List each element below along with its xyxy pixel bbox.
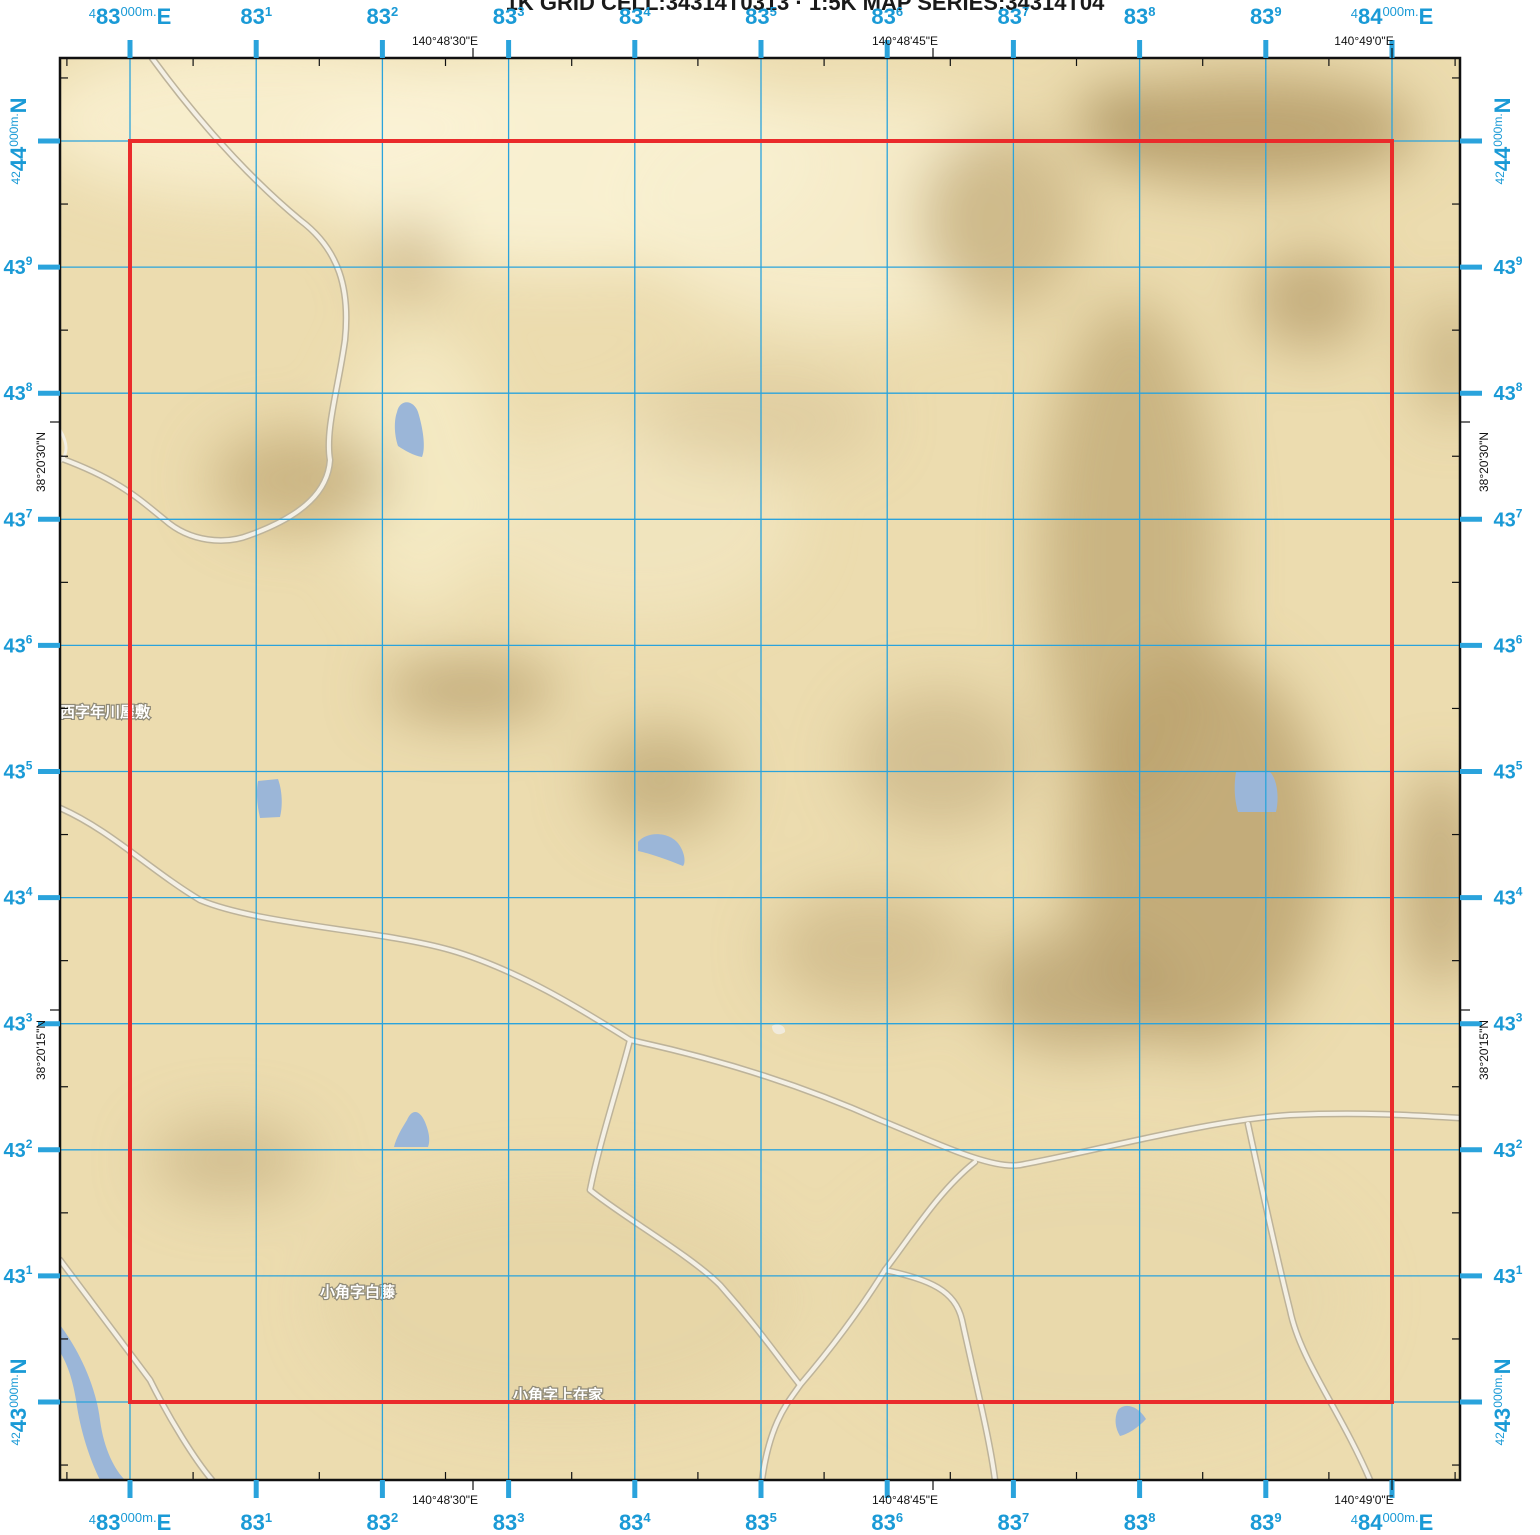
map-frame: 西字年川屋敷 小角字白藤 小角字上在家 [60, 58, 1460, 1480]
pond [394, 1111, 430, 1147]
northing-label: 4244000m.N [1490, 97, 1515, 184]
grid-cell-border [128, 139, 1394, 1404]
northing-label: 439 [1494, 254, 1523, 279]
northing-label: 4244000m.N [6, 97, 31, 184]
easting-label: 838 [1124, 1510, 1156, 1535]
hillshade [60, 58, 1460, 1440]
northing-label: 434 [4, 885, 33, 910]
map-title: 1K GRID CELL:34314T0313 · 1:5K MAP SERIE… [506, 0, 1105, 15]
northing-label: 435 [1494, 759, 1523, 784]
longitude-label: 140°48'30"E [412, 34, 478, 48]
easting-label: 832 [367, 1510, 399, 1535]
northing-label: 435 [4, 759, 33, 784]
easting-label: 839 [1250, 4, 1282, 29]
northing-label: 438 [4, 380, 33, 405]
northing-label: 432 [4, 1137, 33, 1162]
easting-label: 483000m.E [89, 4, 172, 29]
easting-label: 833 [493, 4, 525, 29]
easting-label: 835 [745, 4, 777, 29]
easting-label: 834 [619, 1510, 651, 1535]
northing-label: 4243000m.N [1490, 1358, 1515, 1445]
northing-label: 431 [1494, 1263, 1523, 1288]
pond [772, 1024, 786, 1035]
northing-labels: 4244000m.N 4244000m.N 439 439 438 438 437 437 43… [4, 97, 1523, 1445]
pond [1234, 772, 1278, 812]
easting-label: 838 [1124, 4, 1156, 29]
northing-label: 432 [1494, 1137, 1523, 1162]
longitude-label: 140°49'0"E [1334, 34, 1393, 48]
northing-label: 436 [4, 632, 33, 657]
easting-label: 836 [871, 1510, 903, 1535]
northing-label: 433 [1494, 1011, 1523, 1036]
northing-label: 437 [1494, 506, 1523, 531]
easting-label: 832 [367, 4, 399, 29]
easting-label: 831 [240, 1510, 272, 1535]
longitude-label: 140°48'45"E [872, 34, 938, 48]
northing-label: 434 [1494, 885, 1523, 910]
latitude-label: 38°20'15"N [1477, 1020, 1491, 1080]
latitude-label: 38°20'30"N [34, 432, 48, 492]
easting-label: 839 [1250, 1510, 1282, 1535]
easting-label: 834 [619, 4, 651, 29]
northing-label: 433 [4, 1011, 33, 1036]
road-fill [60, 58, 1460, 1480]
easting-label: 484000m.E [1351, 1510, 1434, 1535]
longitude-label: 140°48'45"E [872, 1493, 938, 1507]
easting-label: 831 [240, 4, 272, 29]
easting-label: 837 [998, 1510, 1030, 1535]
pond [256, 779, 282, 818]
place-label: 西字年川屋敷 [60, 703, 151, 721]
minor-ticks [60, 58, 1460, 1480]
roads [60, 58, 1460, 1480]
northing-label: 438 [1494, 380, 1523, 405]
easting-label: 484000m.E [1351, 4, 1434, 29]
pond [394, 402, 424, 457]
easting-label: 833 [493, 1510, 525, 1535]
northing-label: 437 [4, 506, 33, 531]
northing-label: 431 [4, 1263, 33, 1288]
longitude-label: 140°48'30"E [412, 1493, 478, 1507]
northing-label: 436 [1494, 632, 1523, 657]
latitude-label: 38°20'30"N [1477, 432, 1491, 492]
pond [638, 834, 685, 866]
easting-labels: 483000m.E 483000m.E 831 831 832 832 833 833 834 8… [89, 4, 1434, 1535]
northing-label: 4243000m.N [6, 1358, 31, 1445]
latitude-label: 38°20'15"N [34, 1020, 48, 1080]
place-label: 小角字白藤 [320, 1283, 396, 1301]
easting-label: 836 [871, 4, 903, 29]
pond [1115, 1405, 1146, 1436]
easting-label: 837 [998, 4, 1030, 29]
easting-label: 483000m.E [89, 1510, 172, 1535]
longitude-label: 140°49'0"E [1334, 1493, 1393, 1507]
geographic-labels: 140°48'30"E 140°48'30"E 140°48'45"E 140°48'… [34, 34, 1491, 1507]
northing-label: 439 [4, 254, 33, 279]
easting-label: 835 [745, 1510, 777, 1535]
